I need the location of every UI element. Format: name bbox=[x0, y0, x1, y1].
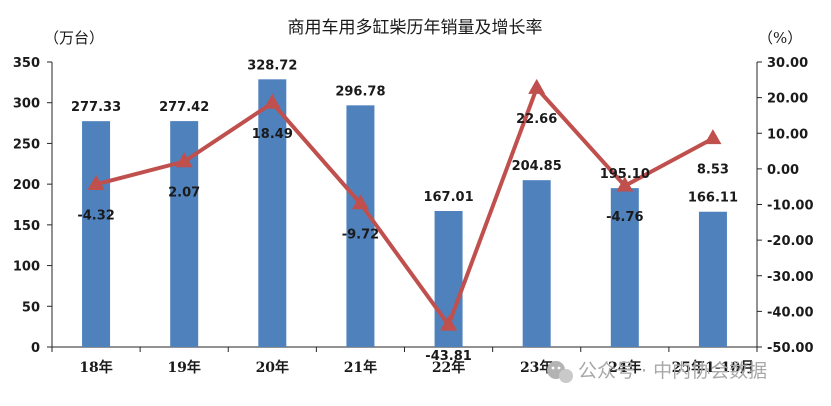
growth-value-label: 22.66 bbox=[516, 112, 557, 127]
growth-value-label: -4.76 bbox=[606, 210, 643, 225]
watermark-text: 公众号 · 中内协会数据 bbox=[578, 360, 767, 382]
left-tick-label: 50 bbox=[22, 300, 40, 315]
x-tick-label: 23年 bbox=[520, 359, 553, 376]
chart-title: 商用车用多缸柴历年销量及增长率 bbox=[288, 17, 543, 38]
growth-marker bbox=[87, 174, 105, 190]
growth-value-label: 8.53 bbox=[697, 162, 729, 177]
watermark: 公众号 · 中内协会数据 bbox=[547, 360, 767, 383]
bar bbox=[698, 211, 727, 347]
growth-marker bbox=[704, 129, 722, 145]
right-tick-label: 0.00 bbox=[767, 163, 799, 178]
growth-value-label: 2.07 bbox=[168, 186, 200, 201]
bar bbox=[522, 180, 551, 347]
growth-marker bbox=[440, 315, 458, 331]
bar-value-label: 195.10 bbox=[600, 167, 650, 182]
bar-value-label: 166.11 bbox=[688, 191, 738, 206]
right-tick-label: -30.00 bbox=[767, 270, 814, 285]
bar-value-label: 328.72 bbox=[247, 58, 297, 73]
growth-value-label: -43.81 bbox=[425, 349, 472, 364]
left-tick-label: 0 bbox=[31, 341, 40, 356]
bar-value-label: 204.85 bbox=[512, 159, 562, 174]
x-tick-label: 19年 bbox=[167, 359, 200, 376]
left-tick-label: 100 bbox=[13, 260, 40, 275]
growth-line bbox=[95, 86, 714, 327]
bar-value-label: 277.33 bbox=[71, 100, 121, 115]
left-tick-label: 300 bbox=[13, 97, 40, 112]
left-tick-label: 150 bbox=[13, 219, 40, 234]
left-axis-unit: （万台） bbox=[44, 29, 104, 47]
growth-marker bbox=[351, 194, 369, 210]
right-tick-label: -50.00 bbox=[767, 341, 814, 356]
right-axis-unit: （%） bbox=[758, 29, 802, 47]
growth-marker bbox=[175, 152, 193, 168]
growth-marker bbox=[616, 176, 634, 192]
x-tick-label: 18年 bbox=[79, 359, 112, 376]
right-tick-label: 20.00 bbox=[767, 92, 808, 107]
growth-value-label: -4.32 bbox=[77, 208, 114, 223]
x-tick-label: 25年1-10月 bbox=[672, 359, 755, 376]
growth-marker bbox=[528, 78, 546, 94]
left-tick-label: 250 bbox=[13, 137, 40, 152]
wechat-icon bbox=[547, 361, 573, 383]
growth-series bbox=[87, 78, 722, 331]
bar bbox=[82, 121, 111, 348]
right-tick-label: -10.00 bbox=[767, 199, 814, 214]
right-tick-label: -40.00 bbox=[767, 305, 814, 320]
bar bbox=[610, 188, 639, 347]
left-tick-label: 350 bbox=[13, 56, 40, 71]
bar-value-label: 277.42 bbox=[159, 100, 209, 115]
bar bbox=[258, 79, 287, 347]
right-tick-label: 30.00 bbox=[767, 56, 808, 71]
x-tick-label: 24年 bbox=[608, 359, 641, 376]
growth-marker bbox=[263, 93, 281, 109]
right-tick-label: -20.00 bbox=[767, 234, 814, 249]
bar-value-label: 167.01 bbox=[423, 190, 473, 205]
x-tick-label: 22年 bbox=[432, 359, 465, 376]
growth-value-label: -9.72 bbox=[342, 228, 379, 243]
left-tick-label: 200 bbox=[13, 178, 40, 193]
bar bbox=[346, 105, 375, 347]
axes: 0 50 100 150 200 250 300 350 -50.00 -40.00 -30.00 -… bbox=[13, 56, 814, 376]
bar-series bbox=[82, 79, 727, 348]
data-labels: 277.33 277.42 328.72 296.78 167.01 204.85 195.… bbox=[71, 58, 738, 364]
bar-value-label: 296.78 bbox=[335, 84, 385, 99]
x-tick-label: 21年 bbox=[344, 359, 377, 376]
growth-value-label: 18.49 bbox=[252, 127, 293, 142]
right-tick-label: 10.00 bbox=[767, 127, 808, 142]
x-tick-label: 20年 bbox=[256, 359, 289, 376]
